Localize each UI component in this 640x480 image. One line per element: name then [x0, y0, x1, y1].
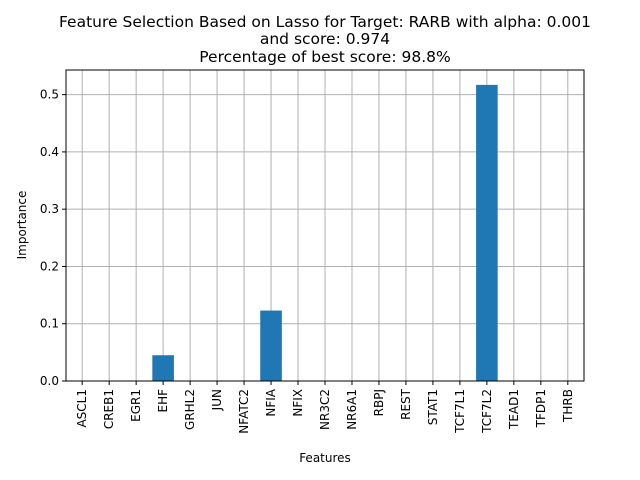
title-line-3: Percentage of best score: 98.8% — [199, 48, 450, 66]
x-tick-label: RBPJ — [372, 389, 386, 416]
bar — [260, 310, 282, 381]
x-tick-label: ASCL1 — [75, 389, 89, 428]
x-tick-label: GRHL2 — [183, 389, 197, 430]
y-tick-label: 0.1 — [40, 317, 59, 331]
chart-title: Feature Selection Based on Lasso for Tar… — [59, 13, 591, 66]
x-tick-label: TFDP1 — [534, 389, 548, 428]
x-tick-label: NR3C2 — [318, 389, 332, 430]
y-tick-label: 0.4 — [40, 145, 59, 159]
x-tick-label: REST — [399, 388, 413, 420]
y-tick-label: 0.2 — [40, 259, 59, 273]
x-tick-label: THRB — [561, 389, 575, 423]
x-tick-label: NFIX — [291, 389, 305, 417]
grid — [66, 70, 584, 382]
x-tick-label: TCF7L1 — [453, 389, 467, 434]
title-line-1: Feature Selection Based on Lasso for Tar… — [59, 13, 591, 31]
bars — [152, 84, 498, 381]
x-tick-label: TEAD1 — [507, 389, 521, 430]
x-axis-label: Features — [299, 451, 351, 465]
title-line-2: and score: 0.974 — [260, 30, 390, 48]
x-tick-label: STAT1 — [426, 389, 440, 425]
bar — [152, 355, 174, 381]
y-tick-label: 0.5 — [40, 88, 59, 102]
x-tick-label: NFATC2 — [237, 389, 251, 434]
y-axis: 0.0 0.1 0.2 0.3 0.4 0.5 — [40, 88, 66, 388]
x-tick-label: EGR1 — [129, 389, 143, 422]
x-tick-label: JUN — [210, 389, 224, 411]
x-tick-label: EHF — [156, 389, 170, 413]
y-tick-label: 0.3 — [40, 202, 59, 216]
y-tick-label: 0.0 — [40, 374, 59, 388]
x-tick-label: TCF7L2 — [480, 389, 494, 434]
bar — [476, 84, 498, 381]
y-axis-label: Importance — [15, 191, 29, 260]
x-tick-label: CREB1 — [102, 389, 116, 429]
x-axis: ASCL1 CREB1 EGR1 EHF GRHL2 JUN NFATC2 NFIA NFIX N… — [75, 381, 575, 434]
x-tick-label: NFIA — [264, 388, 278, 416]
x-tick-label: NR6A1 — [345, 389, 359, 430]
